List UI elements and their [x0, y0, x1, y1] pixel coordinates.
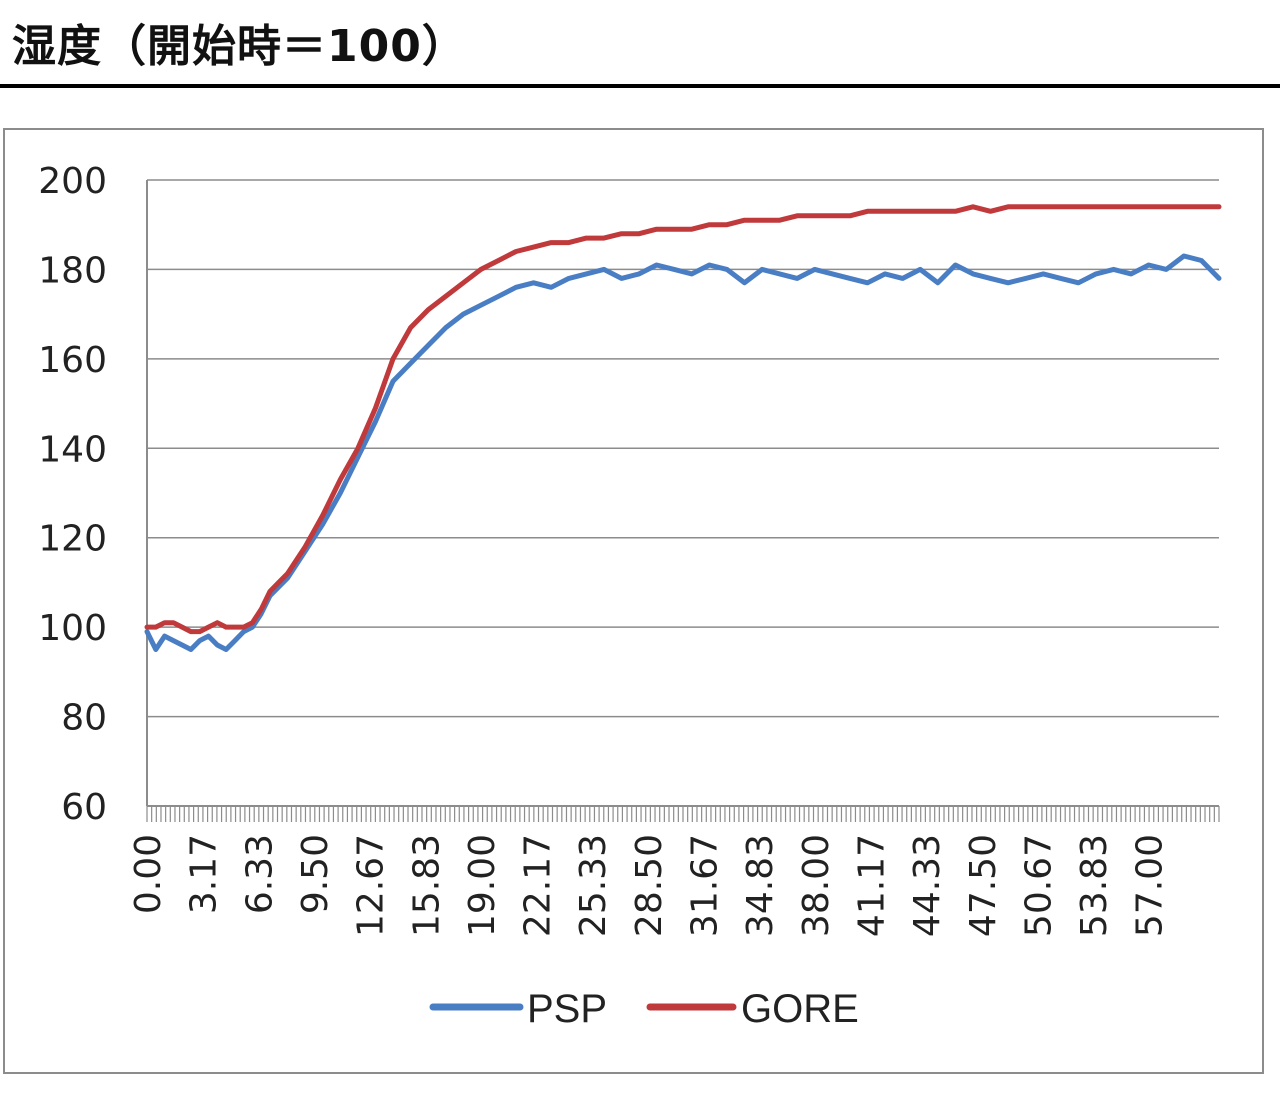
- x-tick-label: 34.83: [740, 834, 781, 937]
- y-tick-label: 160: [38, 340, 107, 381]
- x-tick-label: 53.83: [1074, 834, 1115, 937]
- page-title: 湿度（開始時＝100）: [12, 21, 467, 72]
- legend-label-gore: GORE: [741, 987, 859, 1031]
- x-tick-label: 9.50: [295, 834, 336, 914]
- x-tick-label: 31.67: [685, 834, 726, 937]
- series-line-psp: [144, 253, 1222, 652]
- title-rule: [0, 84, 1280, 88]
- x-tick-label: 28.50: [629, 834, 670, 937]
- x-tick-label: 57.00: [1130, 834, 1171, 937]
- y-tick-label: 140: [38, 429, 107, 470]
- x-tick-label: 44.33: [907, 834, 948, 937]
- y-tick-label: 120: [38, 519, 107, 560]
- x-tick-label: 41.17: [851, 834, 892, 937]
- x-tick-label: 25.33: [573, 834, 614, 937]
- x-tick-label: 47.50: [963, 834, 1004, 937]
- y-tick-label: 60: [61, 787, 107, 828]
- x-tick-label: 0.00: [128, 834, 169, 914]
- x-tick-label: 50.67: [1018, 834, 1059, 937]
- y-tick-label: 180: [38, 250, 107, 291]
- legend-label-psp: PSP: [527, 987, 607, 1031]
- x-tick-label: 3.17: [184, 834, 225, 914]
- x-tick-label: 38.00: [796, 834, 837, 937]
- x-tick-label: 6.33: [239, 834, 280, 914]
- y-tick-label: 80: [61, 698, 107, 739]
- series-line-gore: [144, 204, 1222, 635]
- chart-svg: 60 80 100 120 140 160 180 200 0.00 3.17 6.33 9.50 12…: [38, 161, 1222, 1031]
- x-tick-label: 12.67: [351, 834, 392, 937]
- x-tick-label: 22.17: [518, 834, 559, 937]
- y-tick-label: 200: [38, 161, 107, 202]
- x-tick-label: 15.83: [406, 834, 447, 937]
- x-tick-label: 19.00: [462, 834, 503, 937]
- y-tick-label: 100: [38, 608, 107, 649]
- chart-frame: 60 80 100 120 140 160 180 200 0.00 3.17 6.33 9.50 12…: [3, 128, 1264, 1074]
